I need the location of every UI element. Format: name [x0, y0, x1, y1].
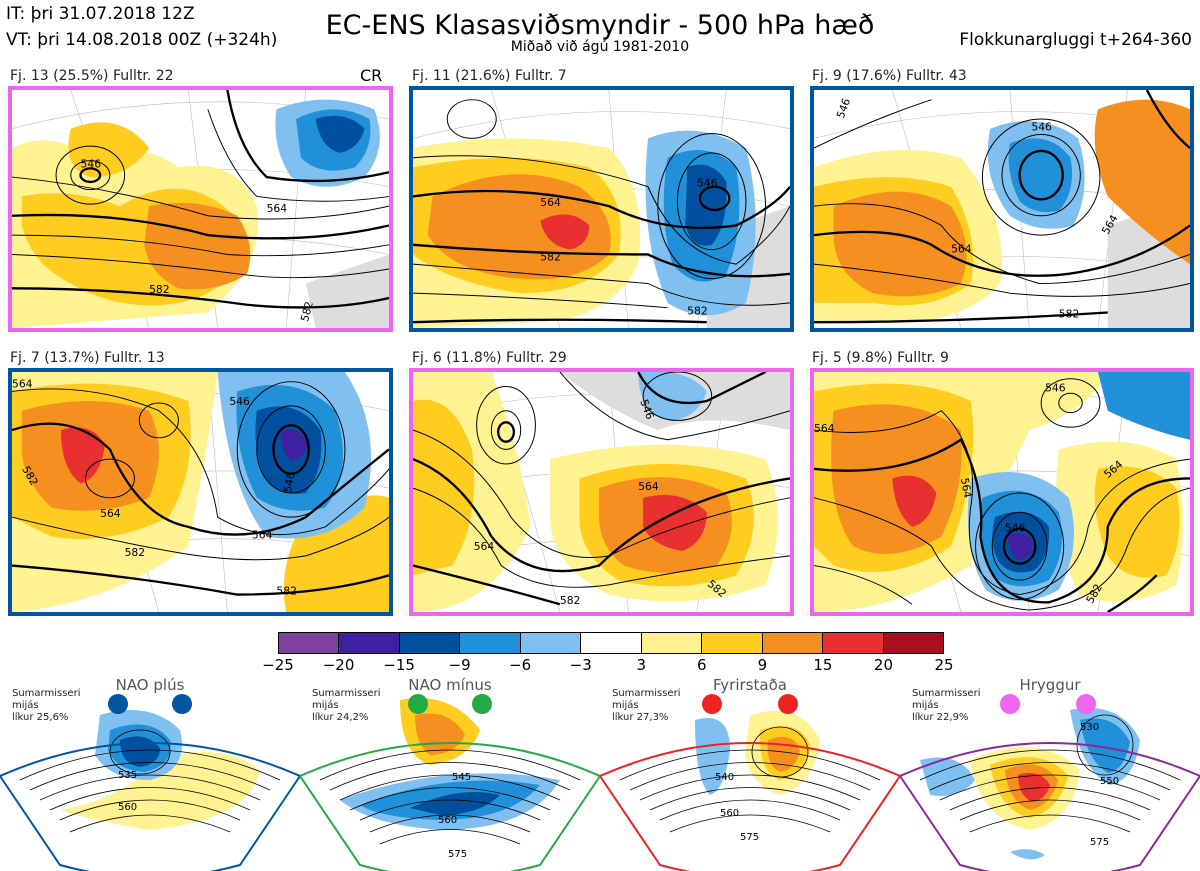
regime-contour-label: 575	[1090, 837, 1109, 848]
page-subtitle: Miðað við ágú 1981-2010	[510, 39, 690, 55]
contour-label: 546	[834, 96, 853, 120]
regime-note: Sumarmisseri mijás líkur 25,6%	[12, 688, 81, 723]
regime-note: Sumarmisseri mijás líkur 27,3%	[612, 688, 681, 723]
colorbar-tick-label: −9	[448, 656, 471, 674]
regime-marker-dot	[1000, 694, 1020, 714]
contour-label: 564	[12, 378, 33, 391]
colorbar-swatch	[581, 633, 642, 653]
cluster-map-4: 564 546 582 564 546 564 582 582	[8, 368, 393, 616]
regime-hryggur: 530 550 575 Hryggur Sumarmisseri mijás lík…	[900, 660, 1200, 871]
panel-label-1: Fj. 13 (25.5%) Fulltr. 22	[10, 68, 174, 84]
contour-label: 582	[276, 585, 297, 598]
regime-marker-dot	[1076, 694, 1096, 714]
colorbar-tick-label: 20	[873, 656, 893, 674]
contour-label: 564	[540, 196, 561, 209]
regime-note: Sumarmisseri mijás líkur 24,2%	[312, 688, 381, 723]
cluster-map-2: 564 582 546 582	[409, 86, 794, 332]
colorbar-tick-label: −3	[569, 656, 592, 674]
regime-contour-label: 575	[448, 849, 467, 860]
cluster-map-1: 564 582 546 582	[8, 86, 393, 332]
colorbar	[278, 632, 944, 654]
panel-label-6: Fj. 5 (9.8%) Fulltr. 9	[812, 350, 949, 366]
initial-time: IT: þri 31.07.2018 12Z	[6, 4, 195, 24]
colorbar-tick-label: −20	[322, 656, 355, 674]
contour-label: 582	[149, 283, 170, 296]
contour-label: 546	[1045, 381, 1066, 394]
regime-fyrirstada: 540 560 575 Fyrirstaða Sumarmisseri mijás…	[600, 660, 900, 871]
regime-contour-label: 540	[715, 772, 734, 783]
regime-note: Sumarmisseri mijás líkur 22,9%	[912, 688, 981, 723]
contour-label: 582	[298, 300, 316, 323]
contour-label: 564	[951, 243, 972, 256]
contour-label: 546	[229, 395, 250, 408]
panel-label-4: Fj. 7 (13.7%) Fulltr. 13	[10, 350, 165, 366]
contour-label: 564	[474, 540, 495, 553]
contour-label: 546	[81, 157, 102, 170]
valid-time: VT: þri 14.08.2018 00Z (+324h)	[6, 30, 278, 50]
contour-label: 564	[267, 202, 288, 215]
panel-label-5: Fj. 6 (11.8%) Fulltr. 29	[412, 350, 567, 366]
regime-contour-label: 560	[720, 808, 739, 819]
contour-label: 564	[638, 480, 659, 493]
contour-label: 564	[814, 422, 835, 435]
regime-contour-label: 575	[740, 832, 759, 843]
regime-nao-plus: 535 560 NAO plús Sumarmisseri mijás líkur …	[0, 660, 300, 871]
regime-marker-dot	[108, 694, 128, 714]
regime-contour-label: 530	[1080, 722, 1099, 733]
contour-label: 546	[1031, 121, 1052, 134]
contour-label: 546	[281, 471, 297, 493]
regime-marker-dot	[172, 694, 192, 714]
colorbar-swatch	[823, 633, 884, 653]
colorbar-swatch	[460, 633, 521, 653]
colorbar-swatch	[339, 633, 400, 653]
regime-contour-label: 560	[118, 802, 137, 813]
colorbar-tick-label: 9	[757, 656, 768, 674]
contour-label: 564	[100, 507, 121, 520]
regime-name: NAO mínus	[408, 676, 492, 694]
panel-label-2: Fj. 11 (21.6%) Fulltr. 7	[412, 68, 567, 84]
cluster-map-6: 564 564 546 546 564 582	[810, 368, 1194, 616]
regime-marker-dot	[408, 694, 428, 714]
colorbar-tick-label: −15	[383, 656, 415, 674]
regime-contour-label: 535	[118, 770, 137, 781]
page-title: EC-ENS Klasasviðsmyndir - 500 hPa hæð	[325, 10, 875, 41]
panel-label-3: Fj. 9 (17.6%) Fulltr. 43	[812, 68, 967, 84]
contour-label: 564	[252, 529, 273, 542]
regime-name: NAO plús	[115, 676, 185, 694]
cluster-map-3: 564 564 582 546 546	[810, 86, 1194, 332]
regime-contour-label: 550	[1100, 776, 1119, 787]
regime-marker-dot	[778, 694, 798, 714]
regime-name: Hryggur	[1019, 676, 1081, 694]
contour-label: 546	[1005, 522, 1026, 535]
regime-marker-dot	[472, 694, 492, 714]
regime-contour-label: 560	[438, 815, 457, 826]
panel-extra-cr: CR	[360, 66, 383, 85]
contour-label: 582	[560, 594, 581, 607]
colorbar-swatch	[520, 633, 582, 653]
colorbar-tick-label: −6	[509, 656, 532, 674]
colorbar-tick-label: 15	[813, 656, 833, 674]
contour-label: 582	[540, 250, 561, 263]
colorbar-tick-label: 3	[636, 656, 647, 674]
colorbar-swatch	[399, 633, 461, 653]
contour-label: 546	[697, 177, 718, 190]
colorbar-swatch	[883, 633, 943, 653]
colorbar-swatch	[279, 633, 340, 653]
classification-window: Flokkunargluggi t+264-360	[959, 30, 1192, 50]
regime-contour-label: 545	[452, 772, 471, 783]
colorbar-tick-label: −25	[262, 656, 294, 674]
colorbar-swatch	[762, 633, 824, 653]
regime-marker-dot	[702, 694, 722, 714]
contour-label: 582	[687, 305, 708, 318]
regime-name: Fyrirstaða	[713, 676, 787, 694]
regime-nao-minus: 545 560 575 NAO mínus Sumarmisseri mijás l…	[300, 660, 600, 871]
cluster-map-5: 564 564 546 582 582	[409, 368, 794, 616]
contour-label: 564	[958, 477, 974, 499]
colorbar-tick-label: 6	[697, 656, 707, 674]
colorbar-swatch	[641, 633, 703, 653]
colorbar-tick-label: 25	[934, 656, 954, 674]
contour-label: 582	[1059, 307, 1080, 320]
contour-label: 582	[125, 546, 146, 559]
colorbar-swatch	[702, 633, 763, 653]
